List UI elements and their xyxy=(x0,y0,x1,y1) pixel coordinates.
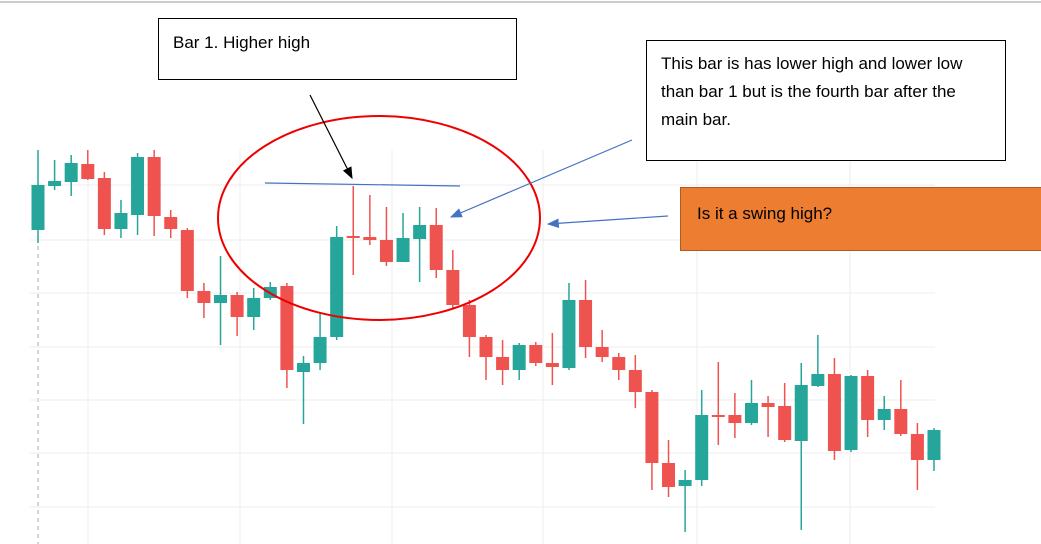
candle-body xyxy=(562,300,576,368)
candle-body xyxy=(927,430,941,460)
candle-body xyxy=(81,164,95,179)
candle-body xyxy=(164,217,178,229)
candle-body xyxy=(214,295,228,303)
candle-body xyxy=(778,406,792,440)
ellipse xyxy=(217,115,541,321)
candle-body xyxy=(545,363,559,367)
candle-body xyxy=(346,236,360,238)
candle-body xyxy=(31,185,45,230)
candle-body xyxy=(628,370,642,392)
candle-body xyxy=(662,463,676,487)
candle-body xyxy=(894,409,908,434)
candle-body xyxy=(330,237,344,337)
candle-body xyxy=(827,374,841,451)
candle-body xyxy=(131,157,145,215)
candle-body xyxy=(247,298,261,317)
candle-body xyxy=(612,357,626,370)
arrow xyxy=(309,94,353,180)
candle-body xyxy=(230,295,244,317)
candle-body xyxy=(479,337,493,357)
candle-body xyxy=(512,345,526,370)
annotation: This bar is has lower high and lower low… xyxy=(661,54,963,129)
candle-body xyxy=(313,337,327,363)
annotation-shapes xyxy=(217,94,669,321)
candle-body xyxy=(363,237,377,240)
candle-body xyxy=(711,415,725,417)
candle-body xyxy=(379,240,393,262)
candle-body xyxy=(97,178,111,229)
annotation: Is it a swing high? xyxy=(697,204,833,223)
candle-body xyxy=(595,347,609,357)
candle-body xyxy=(64,163,78,182)
text-box: This bar is has lower high and lower low… xyxy=(646,40,1006,161)
candle-body xyxy=(794,385,808,441)
candle-body xyxy=(296,363,310,372)
candle-body xyxy=(844,376,858,450)
text-box: Is it a swing high? xyxy=(680,187,1041,251)
arrow xyxy=(449,139,633,218)
candle-body xyxy=(678,480,692,486)
candle-body xyxy=(579,300,593,347)
annotation: Bar 1. Higher high xyxy=(173,33,311,52)
candle-body xyxy=(877,409,891,420)
candle-body xyxy=(811,374,825,386)
candle-body xyxy=(147,157,161,216)
candle-body xyxy=(197,291,211,303)
candle-body xyxy=(462,305,476,337)
candle-body xyxy=(114,213,128,229)
candle-body xyxy=(695,415,709,480)
candle-body xyxy=(429,225,443,270)
candle-body xyxy=(396,238,410,262)
candle-body xyxy=(728,415,742,423)
candle-body xyxy=(761,403,775,407)
candle-body xyxy=(744,403,758,423)
candle-body xyxy=(48,181,62,186)
candle-body xyxy=(910,434,924,460)
high-line xyxy=(264,182,461,187)
candle-body xyxy=(529,345,543,363)
candle-body xyxy=(496,357,510,370)
candle-body xyxy=(645,392,659,463)
text-box: Bar 1. Higher high xyxy=(158,18,517,80)
candle-body xyxy=(446,270,460,305)
arrow xyxy=(546,215,669,229)
candle-body xyxy=(861,376,875,420)
candle-body xyxy=(180,230,194,291)
candle-body xyxy=(413,225,427,239)
candle-body xyxy=(280,286,294,370)
